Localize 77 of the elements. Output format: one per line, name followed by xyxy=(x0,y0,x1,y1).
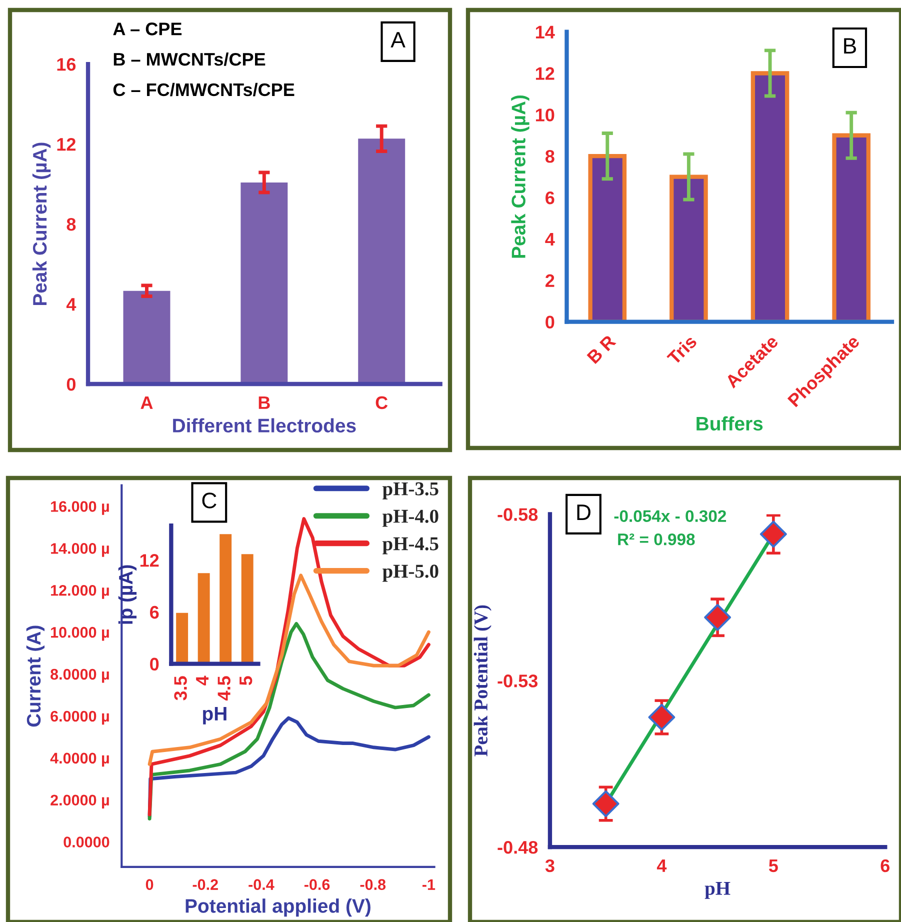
annotation: C xyxy=(202,492,216,508)
annotation: C – FC/MWCNTs/CPE xyxy=(113,82,294,96)
y-axis-title: ip (µA) xyxy=(118,565,137,624)
point xyxy=(648,704,676,731)
y-tick-label: 4 xyxy=(66,298,76,311)
x-tick-label: 3 xyxy=(545,859,554,872)
x-tick-label: -0.2 xyxy=(192,879,218,890)
text: A xyxy=(390,32,406,48)
x-tick-label: -1 xyxy=(422,879,436,890)
annotation: R² = 0.998 xyxy=(618,534,695,546)
x-axis-title: Buffers xyxy=(696,416,763,431)
y-tick-label: 8 xyxy=(66,218,76,231)
x-tick-label: -0.4 xyxy=(248,879,274,890)
y-axis-title: Peak Current (µA) xyxy=(511,95,530,258)
x-tick-label: 6 xyxy=(880,859,890,872)
x-tick-label: -0.8 xyxy=(360,879,386,890)
bar xyxy=(241,554,254,664)
y-tick-label: 16 xyxy=(57,58,76,71)
annotation: B xyxy=(844,38,856,54)
y-tick-label: 6 xyxy=(150,606,159,619)
y-tick-label: 4 xyxy=(545,233,555,246)
y-tick-label: 12 xyxy=(57,138,76,151)
y-tick-label: 8.0000 µ xyxy=(50,668,109,683)
y-tick-label: 12 xyxy=(536,67,554,80)
y-axis-title: Current (A) xyxy=(26,626,44,727)
legend-label: pH-5.0 xyxy=(382,564,438,582)
point xyxy=(760,520,787,548)
x-tick-label: 4 xyxy=(656,860,667,872)
x-tick-label: 4 xyxy=(196,676,208,686)
x-tick-label: 4.5 xyxy=(218,676,230,700)
y-tick-label: 16.000 µ xyxy=(51,501,109,515)
x-tick-label: B xyxy=(258,396,270,409)
bar xyxy=(176,612,188,664)
x-tick-label: B R xyxy=(586,334,616,364)
x-tick-label: 5 xyxy=(768,860,778,872)
y-axis-title: Peak Current (µA) xyxy=(32,142,51,306)
annotation: B – MWCNTs/CPE xyxy=(114,52,266,66)
y-tick-label: 10.000 µ xyxy=(51,626,109,641)
y-tick-label: 6 xyxy=(546,191,554,204)
x-tick-label: C xyxy=(376,396,388,410)
y-tick-label: 10 xyxy=(536,108,554,122)
annotation: D xyxy=(577,504,590,520)
y-tick-label: -0.48 xyxy=(498,840,538,854)
y-tick-label: 0.0000 xyxy=(64,836,110,848)
legend-label: pH-3.5 xyxy=(382,482,438,500)
point xyxy=(704,604,732,631)
text: A – CPE xyxy=(113,22,182,36)
y-tick-label: 12 xyxy=(140,554,159,567)
y-tick-label: 2.0000 µ xyxy=(50,794,109,809)
legend-label: pH-4.0 xyxy=(382,510,438,527)
x-axis-title: pH xyxy=(704,882,730,899)
x-axis-title: Different Electrodes xyxy=(173,418,356,432)
x-tick-label: -0.6 xyxy=(304,879,330,890)
y-tick-label: -0.58 xyxy=(498,508,538,521)
x-tick-label: Tris xyxy=(666,334,698,366)
y-tick-label: 0 xyxy=(150,658,159,671)
y-tick-label: 0 xyxy=(66,378,76,391)
y-tick-label: 14 xyxy=(536,26,555,38)
y-axis-title: Peak Potential (V) xyxy=(474,605,492,756)
y-tick-label: 6.0000 µ xyxy=(50,710,109,725)
x-tick-label: 3.5 xyxy=(174,676,187,700)
y-tick-label: 0 xyxy=(546,316,554,328)
x-axis-title: pH xyxy=(203,707,226,724)
y-tick-label: -0.53 xyxy=(498,674,538,688)
x-tick-label: 5 xyxy=(240,676,252,686)
y-tick-label: 12.000 µ xyxy=(51,584,109,599)
y-tick-label: 4.0000 µ xyxy=(50,752,109,767)
y-tick-label: 2 xyxy=(546,274,554,287)
legend-label: pH-4.5 xyxy=(382,537,438,554)
x-tick-label: A xyxy=(140,396,153,409)
bar xyxy=(220,534,232,664)
bar xyxy=(198,573,210,664)
y-tick-label: 8 xyxy=(545,150,554,163)
point xyxy=(592,790,620,818)
annotation: -0.054x - 0.302 xyxy=(614,510,726,522)
y-tick-label: 14.000 µ xyxy=(51,543,109,557)
x-axis-title: Potential applied (V) xyxy=(186,898,370,917)
